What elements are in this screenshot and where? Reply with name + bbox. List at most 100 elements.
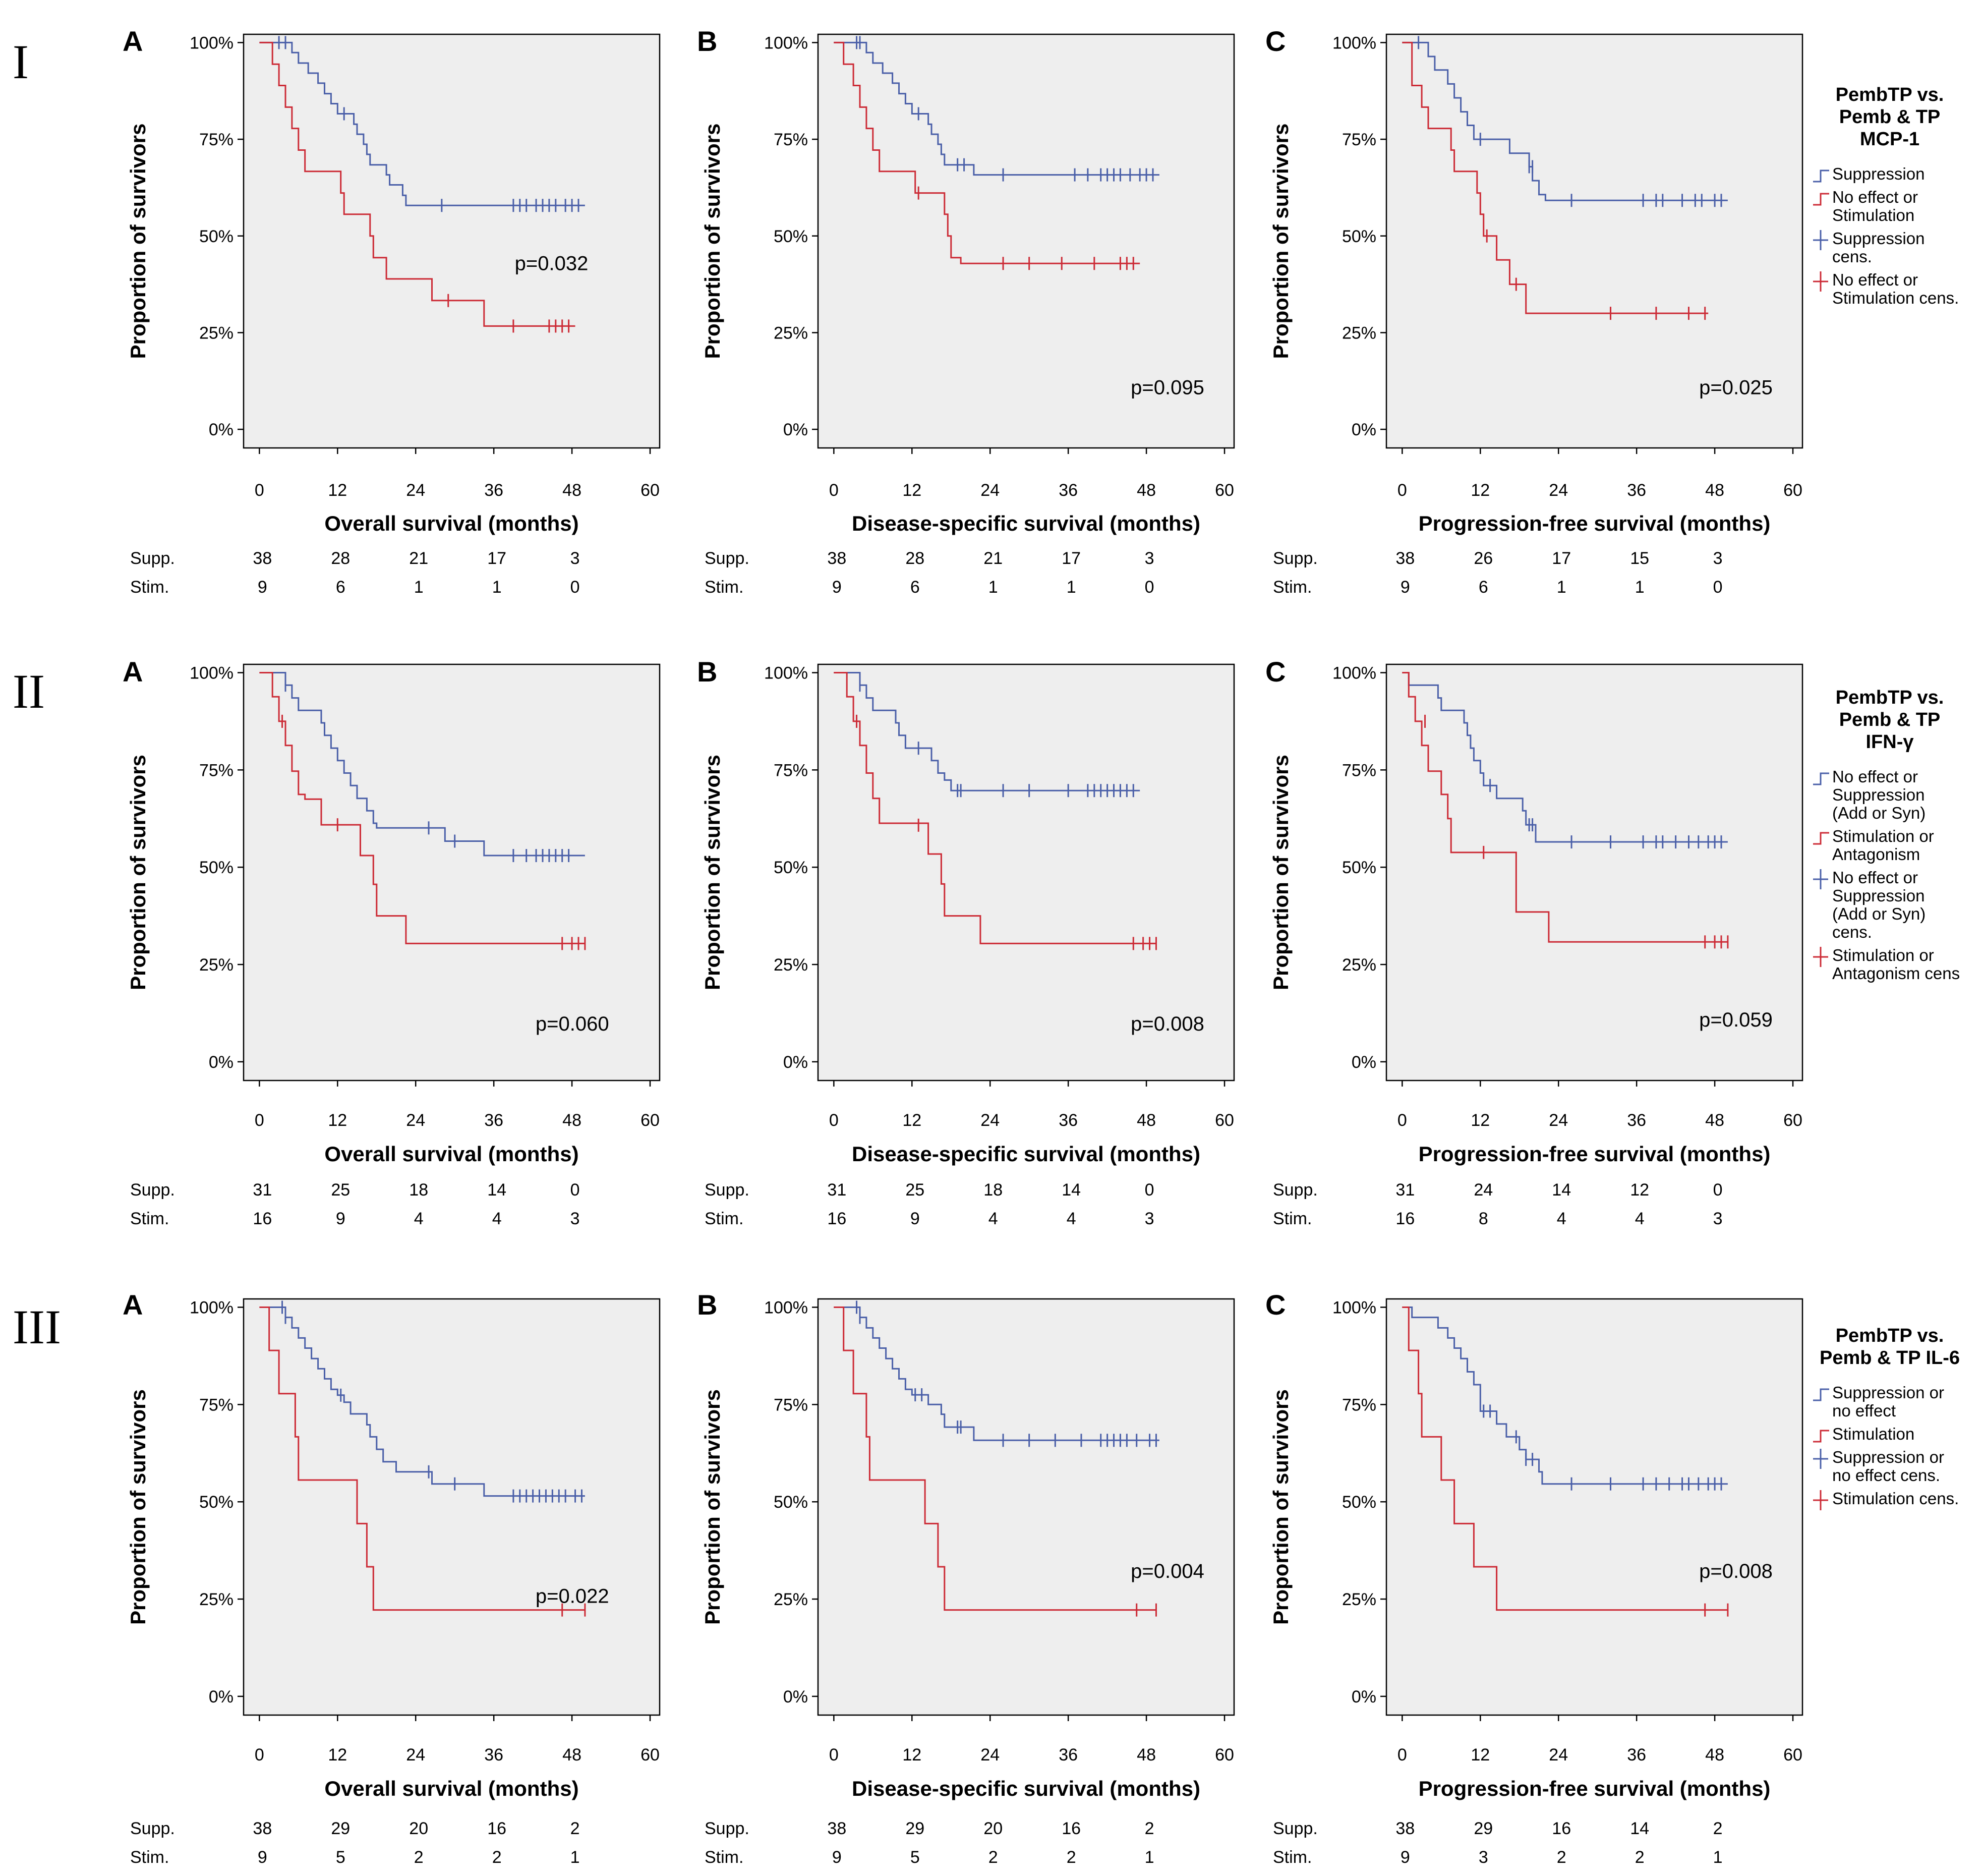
suppression-survival-curve	[259, 41, 585, 206]
suppression-legend-line-icon	[1813, 1388, 1829, 1401]
legend-entry-label: Stimulation or	[1832, 946, 1934, 964]
risk-count-supp: 16	[487, 1819, 506, 1838]
x-tick-label: 60	[1783, 1111, 1802, 1130]
y-tick-label: 100%	[190, 1298, 234, 1318]
risk-count-supp: 38	[1395, 549, 1415, 568]
risk-label-stim: Stim.	[130, 578, 169, 597]
x-tick-label: 0	[255, 481, 264, 500]
x-tick-label: 36	[1627, 1745, 1646, 1765]
risk-count-stim: 0	[570, 578, 580, 597]
x-tick-label: 12	[1471, 1745, 1490, 1765]
risk-count-stim: 1	[988, 578, 998, 597]
p-value: p=0.008	[1699, 1560, 1773, 1582]
panel-letter: B	[697, 1289, 717, 1321]
x-axis-title: Progression-free survival (months)	[1419, 511, 1771, 535]
x-axis-title: Overall survival (months)	[324, 1777, 578, 1800]
plot-area	[243, 1298, 661, 1716]
stimulation-survival-curve	[1402, 1306, 1728, 1611]
y-tick-label: 75%	[199, 1395, 234, 1414]
risk-count-supp: 21	[409, 549, 428, 568]
risk-count-stim: 6	[1479, 578, 1488, 597]
risk-count-stim: 4	[414, 1209, 424, 1228]
plot-area	[243, 33, 661, 449]
risk-count-stim: 2	[1557, 1848, 1566, 1867]
legend-entry-label: Stimulation	[1832, 206, 1914, 224]
panel-letter: A	[123, 25, 143, 57]
row-numeral: II	[13, 664, 45, 718]
risk-count-supp: 17	[487, 549, 506, 568]
risk-count-stim: 2	[988, 1848, 998, 1867]
legend-entry-label: (Add or Syn)	[1832, 804, 1926, 822]
risk-count-stim: 16	[827, 1209, 846, 1228]
y-axis-title: Proportion of survivors	[701, 755, 724, 990]
risk-count-stim: 2	[1067, 1848, 1076, 1867]
risk-label-supp: Supp.	[705, 1819, 749, 1838]
legend-entry-label: Suppression or	[1832, 1448, 1944, 1466]
risk-count-stim: 2	[1635, 1848, 1645, 1867]
survival-panel: B0%25%50%75%100%0 12 24 36 48 60Disease-speci…	[697, 1289, 1235, 1867]
x-tick-label: 0	[255, 1745, 264, 1765]
risk-count-supp: 38	[827, 549, 846, 568]
y-tick-label: 25%	[199, 323, 234, 343]
risk-count-supp: 31	[827, 1180, 846, 1200]
y-tick-label: 25%	[774, 955, 808, 975]
y-tick-label: 50%	[774, 858, 808, 877]
x-tick-label: 60	[1783, 481, 1802, 500]
legend-entry-label: Suppression or	[1832, 1383, 1944, 1402]
y-tick-label: 100%	[190, 33, 234, 52]
x-tick-label: 48	[562, 1111, 581, 1130]
risk-count-stim: 9	[832, 578, 842, 597]
y-tick-label: 50%	[199, 1493, 234, 1512]
suppression-survival-curve	[834, 41, 1159, 176]
legend-entry-label: Antagonism	[1832, 845, 1920, 864]
risk-label-stim: Stim.	[130, 1848, 169, 1867]
y-tick-label: 100%	[1332, 1298, 1376, 1318]
x-tick-label: 48	[562, 481, 581, 500]
y-tick-label: 100%	[764, 1298, 808, 1318]
y-tick-label: 75%	[1342, 130, 1376, 149]
x-tick-label: 24	[980, 1111, 1000, 1130]
row-numeral: I	[13, 35, 29, 89]
x-tick-label: 48	[562, 1745, 581, 1765]
risk-count-stim: 2	[414, 1848, 424, 1867]
risk-count-supp: 29	[905, 1819, 924, 1838]
legend-entry-label: Stimulation or	[1832, 827, 1934, 845]
y-tick-label: 75%	[774, 1395, 808, 1414]
legend-entry-label: Suppression	[1832, 886, 1925, 905]
risk-label-supp: Supp.	[705, 549, 749, 568]
y-axis-title: Proportion of survivors	[701, 1389, 724, 1625]
risk-count-supp: 17	[1552, 549, 1571, 568]
suppression-survival-curve	[834, 1306, 1159, 1441]
y-tick-label: 25%	[1342, 1590, 1376, 1609]
x-tick-label: 12	[902, 481, 921, 500]
risk-count-stim: 3	[1145, 1209, 1154, 1228]
legend-entry-label: Stimulation	[1832, 1425, 1914, 1443]
legend-title: Pemb & TP	[1839, 106, 1941, 128]
x-tick-label: 24	[1549, 481, 1568, 500]
y-axis-title: Proportion of survivors	[126, 124, 150, 359]
y-tick-label: 0%	[1352, 1053, 1376, 1072]
y-tick-label: 0%	[209, 1687, 234, 1707]
risk-label-supp: Supp.	[1273, 549, 1318, 568]
p-value: p=0.059	[1699, 1009, 1773, 1031]
plot-area	[243, 663, 661, 1082]
x-axis-title: Progression-free survival (months)	[1419, 1777, 1771, 1800]
risk-count-supp: 2	[570, 1819, 580, 1838]
x-tick-label: 60	[1783, 1745, 1802, 1765]
suppression-survival-curve	[1402, 672, 1728, 843]
legend-title: PembTP vs.	[1836, 687, 1944, 708]
x-tick-label: 0	[829, 1745, 839, 1765]
suppression-survival-curve	[259, 672, 585, 857]
y-tick-label: 75%	[774, 761, 808, 780]
x-tick-label: 60	[1215, 1745, 1234, 1765]
risk-count-supp: 38	[253, 549, 272, 568]
risk-label-stim: Stim.	[705, 1209, 743, 1228]
x-tick-label: 0	[829, 1111, 839, 1130]
y-tick-label: 25%	[1342, 955, 1376, 975]
risk-count-stim: 9	[1401, 1848, 1410, 1867]
x-tick-label: 0	[255, 1111, 264, 1130]
p-value: p=0.025	[1699, 376, 1773, 399]
x-tick-label: 24	[1549, 1745, 1568, 1765]
